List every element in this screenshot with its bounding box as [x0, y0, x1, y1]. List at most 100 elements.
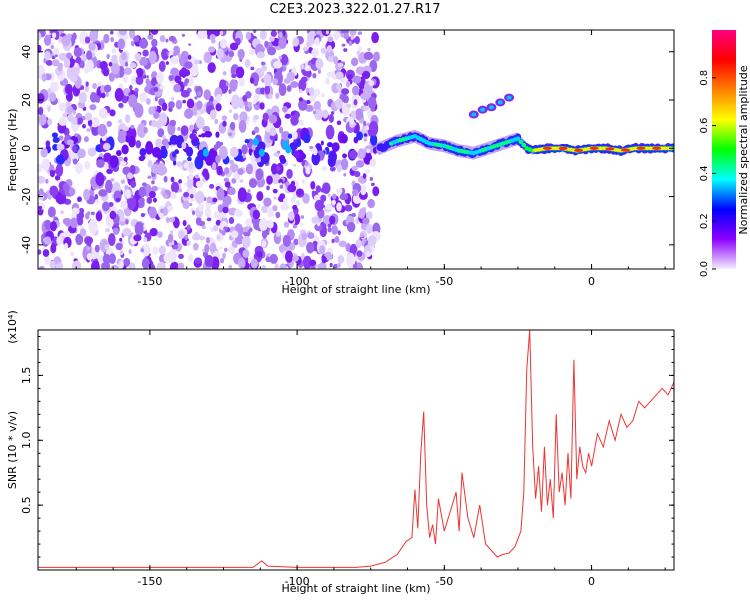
noise-speck	[363, 51, 374, 61]
noise-speck	[90, 211, 95, 216]
noise-speck	[103, 33, 110, 44]
noise-speck	[38, 266, 45, 269]
noise-speck	[219, 141, 224, 146]
noise-speck	[146, 196, 153, 204]
noise-speck	[333, 30, 340, 41]
noise-speck	[49, 92, 57, 102]
noise-speck	[366, 148, 370, 154]
noise-speck	[45, 140, 51, 148]
noise-speck	[302, 255, 313, 269]
noise-speck	[86, 252, 93, 261]
track-max	[636, 146, 646, 150]
noise-speck	[313, 88, 321, 97]
noise-speck	[92, 82, 98, 90]
noise-speck	[139, 92, 148, 103]
noise-speck	[185, 146, 194, 157]
noise-speck	[285, 250, 294, 263]
noise-speck	[151, 38, 158, 48]
noise-speck	[234, 209, 244, 217]
noise-speck	[231, 94, 241, 110]
noise-speck	[90, 116, 100, 128]
track-max	[620, 148, 630, 152]
noise-speck	[282, 234, 292, 247]
noise-speck	[204, 130, 213, 138]
noise-speck	[178, 253, 184, 259]
noise-speck	[315, 185, 322, 193]
noise-speck	[278, 83, 287, 96]
noise-speck	[235, 167, 239, 172]
noise-speck	[266, 185, 270, 191]
noise-speck	[97, 123, 107, 137]
noise-speck	[263, 73, 272, 87]
noise-speck	[211, 161, 217, 170]
noise-speck	[282, 183, 286, 190]
noise-speck	[332, 56, 339, 65]
noise-speck	[371, 182, 375, 186]
noise-speck	[56, 143, 65, 151]
noise-speck	[353, 99, 358, 106]
noise-speck	[266, 175, 273, 185]
noise-speck	[198, 220, 206, 227]
noise-speck	[338, 240, 347, 248]
noise-speck	[291, 130, 298, 140]
y-tick-label: 20	[20, 93, 33, 107]
noise-speck	[158, 60, 166, 72]
noise-speck	[337, 230, 341, 236]
noise-speck	[167, 233, 174, 243]
noise-speck	[275, 231, 281, 237]
secondary-track-core	[480, 107, 486, 112]
noise-speck	[202, 125, 211, 133]
noise-speck	[276, 165, 281, 172]
noise-speck	[151, 119, 158, 128]
noise-speck	[194, 231, 199, 237]
noise-speck	[110, 63, 120, 75]
noise-speck	[163, 194, 168, 199]
track-peak	[647, 146, 654, 150]
noise-speck	[141, 155, 146, 160]
noise-speck	[197, 30, 207, 40]
noise-speck	[170, 176, 175, 183]
noise-speck	[336, 164, 343, 173]
noise-speck	[181, 50, 189, 57]
noise-speck	[104, 179, 113, 193]
noise-speck	[72, 144, 78, 153]
noise-speck	[186, 178, 194, 190]
noise-speck	[220, 38, 228, 49]
noise-speck	[111, 54, 118, 62]
noise-speck	[194, 174, 200, 179]
spectrogram-panel: -150 -100 -50 0 -40 -20 0 20 40 Height of straig…	[6, 29, 750, 296]
noise-speck	[177, 230, 185, 240]
noise-speck	[352, 75, 362, 84]
noise-speck	[96, 159, 105, 168]
noise-speck	[311, 190, 316, 197]
noise-speck	[305, 166, 311, 175]
noise-speck	[183, 191, 190, 198]
noise-speck	[124, 61, 129, 67]
noise-speck	[245, 163, 254, 175]
noise-speck	[110, 30, 114, 35]
noise-speck	[38, 32, 42, 41]
noise-speck	[135, 75, 144, 85]
noise-speck	[66, 105, 74, 114]
noise-speck	[125, 219, 129, 225]
noise-speck	[216, 165, 223, 176]
noise-speck	[345, 80, 351, 88]
snr-xlabel: Height of straight line (km)	[281, 582, 430, 595]
noise-speck	[106, 120, 112, 127]
noise-speck	[111, 48, 117, 54]
noise-speck	[88, 188, 95, 198]
noise-speck	[124, 189, 132, 199]
noise-speck	[229, 159, 234, 165]
noise-speck	[169, 229, 174, 235]
noise-speck	[71, 207, 80, 215]
noise-speck	[238, 119, 247, 133]
noise-speck	[196, 100, 203, 110]
y-tick-label: -40	[20, 236, 33, 254]
noise-speck	[83, 136, 89, 143]
noise-speck	[213, 144, 218, 151]
noise-speck	[74, 133, 78, 137]
noise-speck	[187, 54, 192, 60]
noise-speck	[55, 192, 63, 204]
noise-speck	[372, 186, 380, 197]
noise-speck	[162, 138, 169, 146]
